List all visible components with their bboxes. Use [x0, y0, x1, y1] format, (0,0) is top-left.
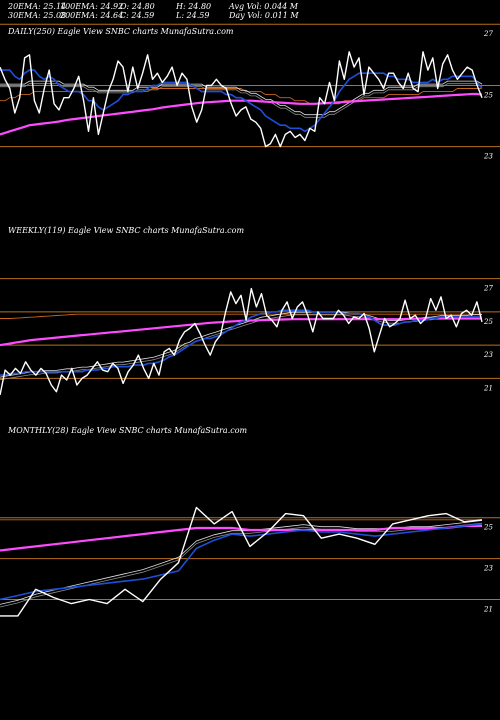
panel-title: DAILY(250) Eagle View SNBC charts Munafa…: [8, 27, 234, 36]
y-tick-label: 27: [483, 30, 493, 38]
panel-title: WEEKLY(119) Eagle View SNBC charts Munaf…: [8, 226, 245, 235]
series-line-ema-long: [0, 317, 482, 347]
header-100ema: 100EMA: 24.92: [60, 2, 124, 11]
series-line-ema-slow: [0, 88, 482, 105]
y-tick-label: 25: [483, 91, 493, 99]
header-open: O: 24.80: [120, 2, 155, 11]
header-avg-vol: Avg Vol: 0.044 M: [229, 2, 298, 11]
panel-title: MONTHLY(28) Eagle View SNBC charts Munaf…: [8, 426, 248, 435]
chart-panel-1: 27 25 23: [0, 23, 500, 161]
chart-panel-2: 27 25 23 21: [0, 278, 500, 396]
y-tick-label: 21: [483, 606, 493, 614]
header-200ema: 200EMA: 24.64: [60, 11, 124, 20]
chart-panel-3: 25 23 21: [0, 506, 500, 617]
header-high: H: 24.80: [176, 2, 212, 11]
y-tick-label: 27: [483, 285, 493, 293]
y-tick-label: 25: [483, 318, 493, 326]
y-tick-label: 23: [483, 153, 493, 161]
y-tick-label: 21: [483, 384, 493, 392]
series-line-ema-fast: [0, 309, 482, 376]
series-line-price: [0, 51, 483, 148]
series-line-price: [0, 506, 483, 617]
y-tick-label: 23: [483, 351, 493, 359]
series-line-ema-fast: [0, 523, 483, 601]
series-line-price: [0, 287, 483, 396]
header-close: C: 24.59: [120, 11, 155, 20]
y-tick-label: 25: [483, 524, 493, 532]
header-20ema: 20EMA: 25.14: [8, 2, 67, 11]
series-line-ema-fast: [0, 69, 483, 133]
header-day-vol: Day Vol: 0.011 M: [229, 11, 299, 20]
header-30ema: 30EMA: 25.08: [8, 11, 67, 20]
y-tick-label: 23: [483, 565, 493, 573]
series-line-ema-mid: [0, 311, 482, 378]
header-low: L: 24.59: [176, 11, 210, 20]
series-line-ema-long: [0, 92, 483, 136]
